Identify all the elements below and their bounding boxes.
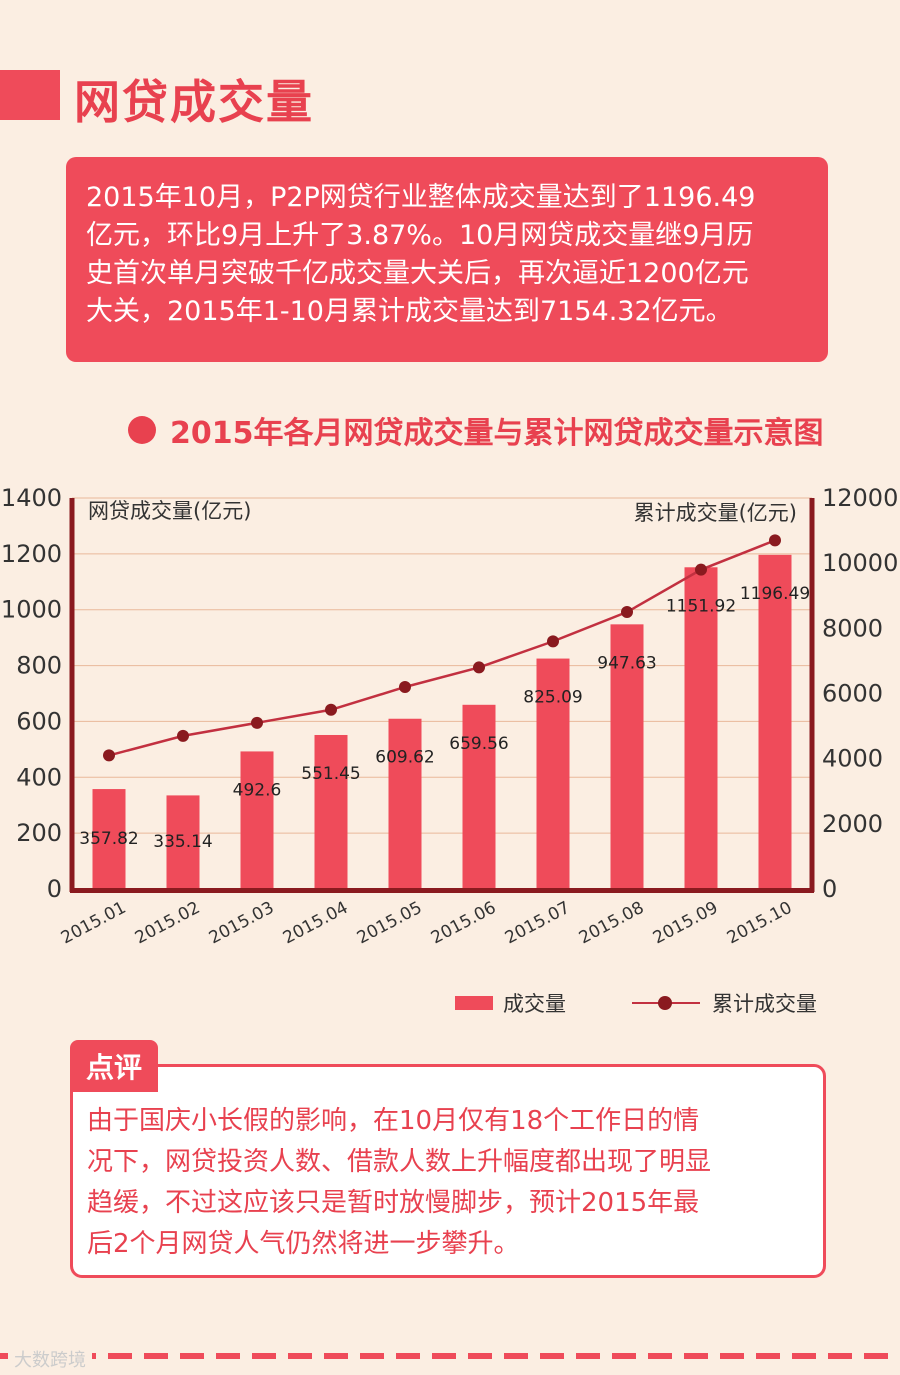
x-tick-label: 2015.09 — [650, 898, 721, 949]
x-tick-label: 2015.07 — [502, 898, 573, 949]
bar — [166, 795, 200, 889]
cumulative-line — [108, 539, 776, 757]
header-accent-bar — [0, 70, 60, 120]
legend-bar-label: 成交量 — [503, 992, 566, 1016]
bar-value-label: 357.82 — [79, 829, 138, 849]
bar-value-label: 551.45 — [301, 764, 360, 784]
line-point — [547, 635, 559, 648]
line-point — [103, 749, 115, 762]
review-tab: 点评 — [70, 1040, 158, 1092]
bullet-dot-icon — [128, 416, 156, 444]
line-point — [621, 606, 633, 619]
y-right-tick-label: 4000 — [822, 745, 883, 773]
y-tick-label: 600 — [16, 707, 62, 735]
x-tick-label: 2015.06 — [428, 898, 499, 949]
bar-value-label: 1196.49 — [740, 584, 810, 604]
summary-line: 2015年10月，P2P网贷行业整体成交量达到了1196.49 — [86, 182, 756, 213]
bar-value-label: 492.6 — [233, 780, 282, 800]
page-title: 网贷成交量 — [74, 75, 314, 129]
y-right-axis-title: 累计成交量(亿元) — [634, 501, 797, 525]
line-point — [473, 661, 485, 674]
bar — [684, 567, 718, 889]
line-point — [695, 563, 707, 576]
bar-value-label: 825.09 — [523, 688, 582, 708]
combo-chart: 0 200 400 600 800 1000 1200 1400 0 2000 4000 6000 80… — [1, 484, 898, 949]
line-point — [325, 703, 337, 716]
y-tick-label: 1200 — [1, 540, 62, 568]
y-right-tick-label: 2000 — [822, 810, 883, 838]
y-right-tick-label: 0 — [822, 875, 837, 903]
y-tick-label: 0 — [47, 875, 62, 903]
review-line: 由于国庆小长假的影响，在10月仅有18个工作日的情 — [87, 1106, 700, 1136]
y-tick-label: 200 — [16, 819, 62, 847]
bar — [388, 718, 422, 889]
y-right-tick-label: 12000 — [822, 484, 898, 512]
bar-value-label: 609.62 — [375, 748, 434, 768]
y-right-tick-label: 6000 — [822, 680, 883, 708]
summary-line: 亿元，环比9月上升了3.87%。10月网贷成交量继9月历 — [86, 220, 754, 251]
y-tick-label: 800 — [16, 652, 62, 680]
y-right-tick-label: 10000 — [822, 549, 898, 577]
review-line: 后2个月网贷人气仍然将进一步攀升。 — [87, 1229, 520, 1259]
x-tick-label: 2015.02 — [132, 898, 203, 949]
y-tick-label: 400 — [16, 763, 62, 791]
x-tick-label: 2015.04 — [280, 898, 351, 949]
bar-value-label: 659.56 — [449, 734, 508, 754]
line-point — [769, 534, 781, 547]
bar — [92, 789, 126, 889]
watermark: 大数跨境 — [8, 1346, 92, 1372]
y-tick-label: 1000 — [1, 596, 62, 624]
bar — [462, 704, 496, 889]
bar — [536, 658, 570, 889]
legend-line-label: 累计成交量 — [712, 992, 817, 1016]
review-line: 趋缓，不过这应该只是暂时放慢脚步，预计2015年最 — [87, 1188, 700, 1218]
review-box: 由于国庆小长假的影响，在10月仅有18个工作日的情 况下，网贷投资人数、借款人数… — [70, 1064, 826, 1278]
y-axis-title: 网贷成交量(亿元) — [88, 499, 251, 523]
line-point — [177, 729, 189, 742]
bar-value-label: 1151.92 — [666, 596, 736, 616]
summary-box: 2015年10月，P2P网贷行业整体成交量达到了1196.49 亿元，环比9月上… — [66, 157, 828, 362]
x-tick-label: 2015.08 — [576, 898, 647, 949]
bar — [610, 624, 644, 889]
legend-bar-swatch — [455, 996, 493, 1010]
chart-legend: 成交量 累计成交量 — [455, 988, 817, 1018]
bar-value-label: 335.14 — [153, 832, 212, 852]
y-tick-label: 1400 — [1, 484, 62, 512]
review-line: 况下，网贷投资人数、借款人数上升幅度都出现了明显 — [87, 1147, 712, 1177]
bar — [240, 751, 274, 889]
footer-divider — [0, 1353, 900, 1359]
x-tick-label: 2015.05 — [354, 898, 425, 949]
bar — [314, 734, 348, 889]
line-point — [251, 716, 263, 729]
x-tick-label: 2015.01 — [58, 898, 129, 949]
line-point — [399, 680, 411, 693]
bar-value-label: 947.63 — [597, 653, 656, 673]
legend-line-swatch — [632, 993, 700, 1013]
y-right-tick-label: 8000 — [822, 614, 883, 642]
summary-line: 大关，2015年1-10月累计成交量达到7154.32亿元。 — [86, 296, 733, 327]
summary-line: 史首次单月突破千亿成交量大关后，再次逼近1200亿元 — [86, 258, 749, 289]
x-tick-label: 2015.03 — [206, 898, 277, 949]
chart-heading-text: 2015年各月网贷成交量与累计网贷成交量示意图 — [170, 416, 824, 451]
bar — [758, 554, 792, 889]
chart-heading: 2015年各月网贷成交量与累计网贷成交量示意图 — [128, 408, 824, 452]
x-tick-label: 2015.10 — [724, 898, 795, 949]
